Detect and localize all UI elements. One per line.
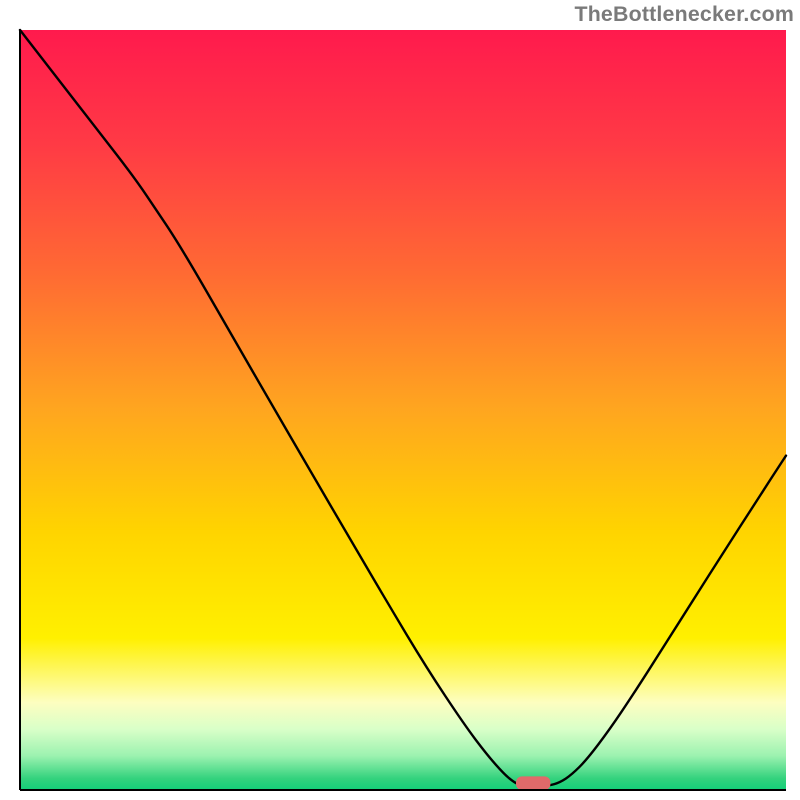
bottleneck-curve-chart	[0, 0, 800, 800]
chart-container: TheBottlenecker.com	[0, 0, 800, 800]
gradient-background	[20, 30, 786, 790]
watermark-text: TheBottlenecker.com	[574, 2, 794, 27]
optimal-marker	[516, 776, 550, 790]
